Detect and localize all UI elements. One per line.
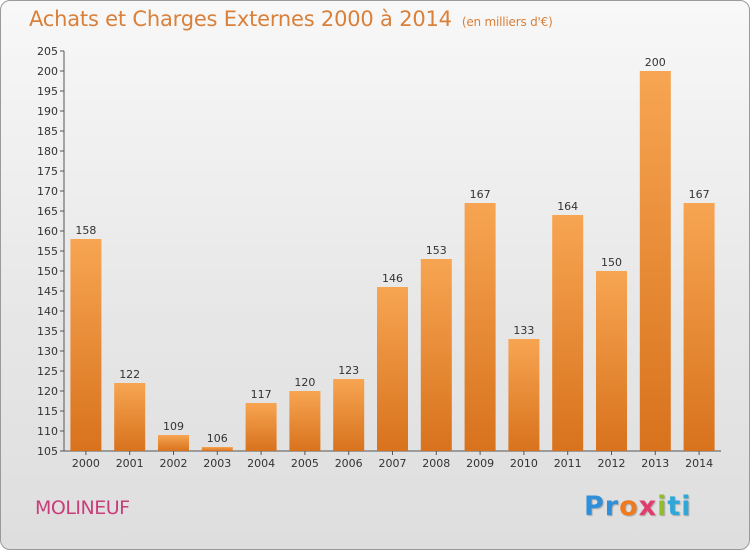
value-label-2010: 133: [513, 324, 534, 337]
bar-2001: [114, 383, 146, 451]
value-label-2001: 122: [119, 368, 140, 381]
y-tick-label: 105: [37, 445, 58, 458]
value-label-2013: 200: [645, 56, 666, 69]
y-tick-label: 205: [37, 45, 58, 58]
proxiti-logo: Proxiti: [584, 491, 692, 522]
y-tick-label: 150: [37, 265, 58, 278]
x-tick-label: 2014: [685, 457, 713, 470]
y-tick-label: 160: [37, 225, 58, 238]
x-tick-label: 2002: [160, 457, 188, 470]
y-tick-label: 115: [37, 405, 58, 418]
y-tick-label: 110: [37, 425, 58, 438]
bar-2014: [683, 203, 715, 451]
value-label-2011: 164: [557, 200, 578, 213]
value-label-2003: 106: [207, 432, 228, 445]
y-tick-label: 155: [37, 245, 58, 258]
bar-2005: [289, 391, 321, 451]
x-tick-label: 2012: [598, 457, 626, 470]
y-tick-label: 200: [37, 65, 58, 78]
y-tick-label: 175: [37, 165, 58, 178]
y-tick-label: 145: [37, 285, 58, 298]
bar-2011: [552, 215, 584, 451]
bar-2009: [464, 203, 496, 451]
x-tick-label: 2004: [247, 457, 275, 470]
x-tick-label: 2008: [422, 457, 450, 470]
value-label-2002: 109: [163, 420, 184, 433]
bar-2004: [245, 403, 277, 451]
chart-title: Achats et Charges Externes 2000 à 2014 (e…: [29, 7, 553, 31]
bar-2008: [420, 259, 452, 451]
bar-layer: [70, 71, 715, 451]
x-tick-label: 2005: [291, 457, 319, 470]
x-tick-label: 2009: [466, 457, 494, 470]
x-tick-label: 2013: [641, 457, 669, 470]
x-tick-label: 2010: [510, 457, 538, 470]
y-tick-label: 180: [37, 145, 58, 158]
x-tick-label: 2011: [554, 457, 582, 470]
y-tick-label: 165: [37, 205, 58, 218]
value-label-2014: 167: [689, 188, 710, 201]
value-label-2006: 123: [338, 364, 359, 377]
town-name: MOLINEUF: [35, 497, 130, 519]
y-tick-label: 140: [37, 305, 58, 318]
y-tick-label: 130: [37, 345, 58, 358]
y-tick-label: 120: [37, 385, 58, 398]
value-label-2000: 158: [75, 224, 96, 237]
bar-2002: [158, 435, 189, 451]
value-label-2004: 117: [251, 388, 272, 401]
value-label-2007: 146: [382, 272, 403, 285]
axis-layer: 105 110 115 120 125 130 135 140 145 150 155 160 165 1…: [37, 45, 721, 470]
value-label-2008: 153: [426, 244, 447, 257]
y-tick-label: 125: [37, 365, 58, 378]
label-layer: 158 122 109 106 117 120 123 146 153 167 133 164 150 2…: [75, 56, 709, 445]
x-tick-label: 2003: [203, 457, 231, 470]
y-tick-label: 185: [37, 125, 58, 138]
bar-2007: [377, 287, 408, 451]
bar-2000: [70, 239, 102, 451]
value-label-2012: 150: [601, 256, 622, 269]
value-label-2009: 167: [470, 188, 491, 201]
x-tick-label: 2006: [335, 457, 363, 470]
bar-2013: [639, 71, 671, 451]
x-tick-label: 2000: [72, 457, 100, 470]
y-tick-label: 135: [37, 325, 58, 338]
x-tick-label: 2001: [116, 457, 144, 470]
y-tick-label: 190: [37, 105, 58, 118]
value-label-2005: 120: [294, 376, 315, 389]
y-tick-label: 195: [37, 85, 58, 98]
chart-title-text: Achats et Charges Externes 2000 à 2014: [29, 7, 452, 31]
bar-2006: [333, 379, 365, 451]
bar-2012: [596, 271, 627, 451]
bar-2010: [508, 339, 540, 451]
bar-2003: [201, 447, 233, 451]
x-tick-label: 2007: [379, 457, 407, 470]
y-tick-label: 170: [37, 185, 58, 198]
chart-subtitle: (en milliers d'€): [461, 15, 553, 29]
